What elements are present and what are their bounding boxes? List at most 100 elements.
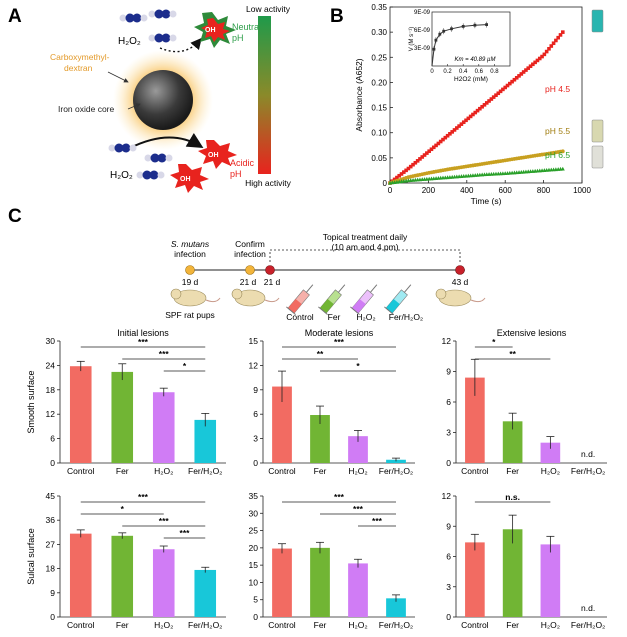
bar: [69, 533, 92, 617]
bar: [465, 542, 485, 617]
data-point: [459, 122, 464, 126]
data-point: [517, 74, 521, 78]
not-detected-label: n.d.: [581, 449, 595, 459]
core-label: Iron oxide core: [58, 104, 114, 114]
inset-x-tick-label: 0.6: [475, 69, 484, 75]
y-tick-label: 18: [46, 385, 56, 395]
data-point: [558, 33, 563, 37]
inset-x-tick-label: 0.8: [490, 69, 499, 75]
treatment-label-2: (10 am and 4 pm): [331, 242, 398, 252]
bar: [194, 419, 217, 463]
x-tick-label: 1000: [573, 186, 591, 195]
series-label: pH 4.5: [545, 84, 570, 94]
data-point: [478, 106, 482, 111]
bar: [540, 544, 561, 617]
y-tick-label: 10: [249, 577, 259, 587]
rat-label: SPF rat pups: [165, 310, 215, 320]
panel-a-schematic: H₂O₂ OH Carboxymethyl- dextran Iron oxid…: [50, 4, 292, 193]
y-tick-label: 24: [46, 360, 56, 370]
data-point: [489, 97, 494, 101]
data-point: [512, 77, 517, 82]
data-point: [540, 54, 544, 59]
significance-label: **: [509, 349, 516, 359]
timepoint-dot: [245, 265, 255, 275]
cuvette-icon: [591, 119, 604, 143]
oh-radical-neutral-icon: OH: [194, 12, 236, 48]
data-point: [425, 151, 429, 155]
x-tick-label: Fer: [506, 620, 519, 630]
data-point: [556, 35, 560, 40]
significance-label: ***: [138, 337, 149, 347]
day-43-label: 43 d: [452, 277, 469, 287]
series-pH-6-5: [388, 166, 565, 185]
panel-letter-c: C: [8, 206, 22, 227]
bar: [194, 569, 217, 617]
timepoint-dot: [265, 265, 275, 275]
y-tick-label: 30: [249, 508, 259, 518]
y-tick-label: 30: [46, 336, 56, 346]
y-tick-label: 5: [253, 595, 258, 605]
significance-label: ***: [138, 492, 149, 502]
y-tick-label: 0.35: [371, 3, 387, 12]
data-point: [397, 173, 402, 178]
data-point: [404, 168, 408, 173]
y-tick-label: 0: [50, 612, 55, 622]
oh-radical-acidic-icon: OH: [170, 164, 209, 193]
data-point: [521, 70, 526, 74]
treatment-label: Topical treatment daily: [323, 232, 408, 242]
x-tick-label: Fer/H₂O₂: [571, 620, 605, 630]
x-tick-label: 0: [388, 186, 393, 195]
x-tick-label: Control: [268, 620, 296, 630]
bar-chart-C-moderate-smooth: 0 3 6 9 12 15 Moderate lesions Control Fer H₂O₂ Fe…: [249, 328, 415, 476]
h2o2-molecule-icon: [148, 33, 177, 43]
syringe-label: Control: [286, 312, 314, 322]
data-point: [411, 162, 415, 167]
oh-label-acidic-2: OH: [180, 176, 191, 183]
inset-x-tick-label: 0.2: [443, 69, 452, 75]
data-point: [461, 120, 466, 125]
h2o2-molecule-icon: [148, 9, 177, 19]
shell-pointer: [107, 71, 129, 83]
data-point: [537, 56, 542, 61]
iron-oxide-core: [133, 70, 193, 130]
data-point: [528, 64, 533, 69]
data-point: [494, 93, 498, 97]
bar: [540, 442, 561, 463]
data-point: [531, 62, 535, 67]
km-annotation: Km = 40.89 µM: [455, 57, 496, 63]
x-tick-label: Fer/H₂O₂: [571, 466, 605, 476]
dotted-arrow: [159, 37, 202, 53]
x-tick-label: Control: [67, 466, 95, 476]
high-activity-label: High activity: [245, 178, 292, 188]
data-point: [434, 143, 438, 148]
neutral-label-2: pH: [232, 33, 244, 43]
x-tick-label: H₂O₂: [541, 620, 560, 630]
data-point: [455, 126, 459, 130]
y-tick-label: 45: [46, 491, 56, 501]
y-tick-label: 9: [50, 588, 55, 598]
bar: [272, 548, 292, 617]
data-point: [452, 128, 457, 132]
significance-label: *: [492, 337, 496, 347]
x-tick-label: Fer/H₂O₂: [188, 620, 222, 630]
y-tick-label: 15: [249, 560, 259, 570]
timepoint-dot: [185, 265, 195, 275]
acidic-label: Acidic: [230, 158, 255, 168]
inset-chart: 0 0.2 0.4 0.6 0.8 3E-09 6E-09 9E-09 H2O2 (mM) V (…: [409, 10, 511, 83]
x-tick-label: Fer: [116, 466, 129, 476]
confirm-label: Confirm: [235, 239, 265, 249]
y-axis-label: Sulcal surface: [26, 528, 36, 585]
data-point: [514, 76, 519, 80]
y-tick-label: 12: [442, 491, 452, 501]
data-point: [505, 83, 510, 88]
data-point: [438, 139, 443, 144]
data-point: [413, 160, 418, 165]
data-point: [542, 52, 547, 57]
treatment-bracket: [269, 249, 461, 262]
bar: [111, 535, 134, 617]
plot-frame: [389, 6, 583, 184]
x-tick-label: Fer: [314, 620, 327, 630]
oh-label-acidic-1: OH: [208, 152, 219, 159]
series-pH-5-5: [388, 149, 565, 185]
data-point: [524, 68, 528, 72]
